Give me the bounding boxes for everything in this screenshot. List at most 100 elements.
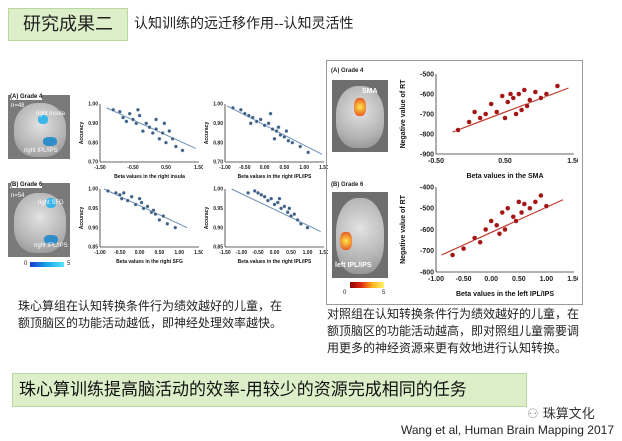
x-tick-label: -0.50 [127, 165, 139, 171]
data-point [173, 225, 178, 230]
x-tick-label: 1.50 [567, 158, 578, 165]
data-point [272, 202, 277, 207]
data-point [246, 190, 251, 195]
x-tick-label: -0.50 [114, 250, 126, 256]
regression-line [231, 188, 321, 232]
data-point [160, 131, 165, 135]
x-tick-label: -0.50 [252, 250, 264, 256]
right-grade4-brain: SMA [332, 80, 388, 152]
watermark-text: 珠算文化 [542, 407, 595, 422]
data-point [286, 138, 291, 143]
colorbar-max: 5 [382, 290, 386, 296]
data-point [258, 117, 263, 122]
colorbar-min: 0 [24, 261, 28, 267]
activation-blob [354, 98, 366, 116]
x-axis-label: Beta values in the SMA [466, 173, 543, 180]
data-point [121, 115, 126, 120]
x-tick-label: -0.50 [239, 165, 251, 171]
data-point [262, 194, 267, 199]
data-point [519, 209, 525, 216]
data-point [256, 190, 260, 195]
citation: Wang et al, Human Brain Mapping 2017 [400, 423, 614, 437]
y-tick-label: 1.00 [88, 102, 98, 108]
data-point [279, 206, 284, 211]
data-point [538, 192, 544, 199]
data-point [276, 125, 281, 130]
data-point [129, 194, 134, 199]
data-point [259, 192, 264, 197]
data-point [527, 205, 533, 211]
x-tick-label: 1.00 [303, 250, 313, 256]
data-point [262, 123, 267, 128]
data-point [298, 144, 303, 149]
y-tick-label: -700 [420, 111, 434, 118]
data-point [238, 107, 243, 112]
conclusion-banner: 珠心算训练提高脑活动的效率-用较少的资源完成相同的任务 [12, 373, 527, 407]
y-axis-label: Accuracy [204, 207, 210, 230]
x-tick-label: -1.50 [94, 165, 106, 171]
data-point [477, 115, 483, 121]
data-point [230, 105, 235, 110]
slide-subtitle: 认知训练的远迁移作用--认知灵活性 [134, 16, 354, 32]
region-label: right insula [36, 111, 66, 117]
region-label: SMA [362, 88, 378, 95]
data-point [277, 196, 282, 201]
data-point [161, 214, 166, 219]
data-point [538, 95, 544, 101]
y-tick-label: 0.85 [213, 245, 223, 251]
y-tick-label: 0.90 [213, 225, 223, 231]
data-point [461, 246, 467, 252]
x-tick-label: 1.50 [567, 276, 578, 283]
data-point [282, 134, 287, 139]
data-point [124, 119, 129, 124]
activation-blob [46, 198, 56, 208]
data-point [121, 190, 126, 195]
data-point [532, 199, 538, 205]
data-point [284, 129, 289, 134]
x-axis-label: Beta values in the right IPL/IPS [238, 174, 312, 180]
y-tick-label: 0.90 [213, 121, 223, 127]
y-tick-label: -800 [420, 269, 434, 276]
scatter-plot: -1.00 -0.50 0.00 0.50 1.00 1.50 1.00 0.95 0.90 0.… [79, 187, 203, 265]
data-point [496, 231, 503, 237]
data-point [162, 121, 167, 126]
data-point [455, 127, 461, 133]
data-point [111, 107, 116, 112]
colorbar [350, 282, 384, 288]
data-point [287, 206, 292, 211]
data-point [499, 93, 505, 99]
data-point [505, 205, 511, 211]
data-point [137, 113, 142, 118]
data-point [502, 115, 508, 121]
data-point [154, 127, 159, 132]
y-tick-label: 0.80 [88, 140, 98, 146]
section-title: 研究成果二 [8, 8, 128, 41]
data-point [289, 214, 293, 219]
x-tick-label: 1.50 [319, 250, 328, 256]
y-axis-label: Accuracy [204, 122, 210, 145]
data-point [510, 214, 516, 220]
data-point [153, 212, 158, 217]
y-tick-label: -900 [420, 151, 434, 158]
scatter-plot: -1.00 -0.50 0.00 0.50 1.00 1.50 1.00 0.90 0.80 0.… [204, 102, 328, 180]
data-point [292, 212, 297, 217]
data-point [477, 239, 483, 245]
data-point [305, 225, 310, 230]
data-point [270, 127, 275, 132]
data-point [173, 144, 178, 149]
data-point [137, 196, 142, 201]
x-tick-label: 0.50 [280, 165, 290, 171]
scatter-plot: -1.50 -0.50 0.50 1.50 1.00 0.90 0.80 0.70 Beta v… [79, 102, 203, 180]
data-point [117, 192, 122, 197]
data-point [488, 218, 494, 224]
x-tick-label: -0.50 [456, 276, 472, 283]
x-tick-label: 0.50 [498, 158, 512, 165]
data-point [266, 121, 271, 126]
y-axis-label: Negative value of RT [400, 194, 407, 264]
scatter-plot: -1.00 -0.50 0.00 0.50 1.00 1.50 -400 -500 -600 -7… [400, 184, 578, 298]
data-point [180, 148, 185, 153]
scatter-plot: -1.50 -1.00 -0.50 0.00 0.50 1.00 1.50 1.00 0.95 0… [204, 187, 328, 265]
data-point [527, 97, 533, 103]
region-label: right IPL/IPS [34, 243, 68, 249]
data-point [519, 107, 525, 113]
